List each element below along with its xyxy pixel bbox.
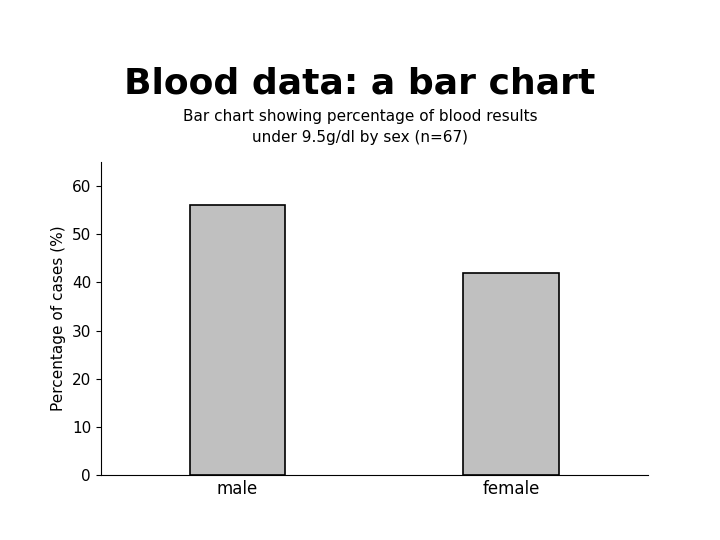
Y-axis label: Percentage of cases (%): Percentage of cases (%) bbox=[51, 226, 66, 411]
Text: Bar chart showing percentage of blood results
under 9.5g/dl by sex (n=67): Bar chart showing percentage of blood re… bbox=[183, 109, 537, 145]
Bar bbox=[190, 205, 285, 475]
Text: Critical Numbers: Critical Numbers bbox=[11, 9, 171, 26]
Text: Blood data: a bar chart: Blood data: a bar chart bbox=[125, 67, 595, 100]
Bar bbox=[464, 273, 559, 475]
